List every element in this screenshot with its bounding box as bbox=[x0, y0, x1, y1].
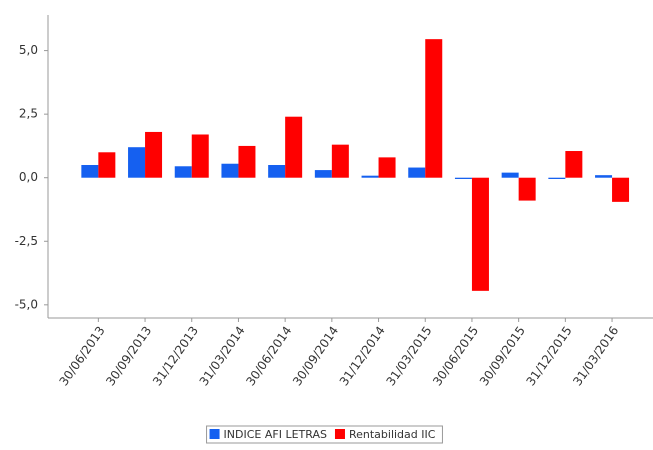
bar bbox=[471, 177, 489, 291]
x-tick-label: 31/03/2014 bbox=[197, 324, 248, 389]
bar bbox=[612, 177, 630, 202]
y-tick-label: 2,5 bbox=[19, 107, 38, 121]
bar bbox=[565, 151, 583, 178]
bar bbox=[408, 167, 426, 178]
bar bbox=[331, 144, 349, 178]
bar bbox=[548, 177, 566, 179]
y-tick-label: 0,0 bbox=[19, 170, 38, 184]
x-tick-label: 30/06/2013 bbox=[57, 324, 108, 389]
x-tick-label: 31/03/2015 bbox=[383, 324, 434, 389]
bar bbox=[174, 166, 192, 178]
bar bbox=[98, 152, 116, 178]
bar bbox=[425, 39, 443, 178]
bar bbox=[285, 116, 303, 178]
x-tick-label: 30/09/2015 bbox=[477, 324, 528, 389]
bar bbox=[595, 175, 613, 178]
bar bbox=[81, 165, 99, 178]
bar bbox=[221, 163, 239, 178]
bar bbox=[454, 177, 472, 179]
bar bbox=[501, 172, 519, 178]
x-tick-label: 31/12/2013 bbox=[150, 324, 201, 389]
bar bbox=[238, 145, 256, 178]
x-tick-label: 30/06/2015 bbox=[430, 324, 481, 389]
x-tick-label: 31/03/2016 bbox=[570, 324, 621, 389]
legend-label: INDICE AFI LETRAS bbox=[224, 428, 327, 441]
bar bbox=[145, 131, 163, 178]
bar bbox=[378, 157, 396, 178]
x-tick-label: 31/12/2015 bbox=[524, 324, 575, 389]
bar bbox=[518, 177, 536, 201]
bar bbox=[268, 165, 286, 178]
legend-swatch bbox=[334, 429, 345, 439]
x-tick-label: 30/09/2013 bbox=[103, 324, 154, 389]
legend-label: Rentabilidad IIC bbox=[349, 428, 436, 441]
legend-box bbox=[206, 425, 443, 444]
x-tick-label: 30/09/2014 bbox=[290, 324, 341, 389]
y-tick-label: 5,0 bbox=[19, 43, 38, 57]
legend-swatch bbox=[209, 429, 220, 439]
bar bbox=[128, 147, 146, 178]
y-tick-label: -5,0 bbox=[15, 297, 38, 311]
x-tick-label: 30/06/2014 bbox=[243, 324, 294, 389]
bar bbox=[191, 134, 209, 178]
y-tick-label: -2,5 bbox=[15, 234, 38, 248]
bar bbox=[361, 175, 379, 178]
x-tick-label: 31/12/2014 bbox=[337, 324, 388, 389]
bar bbox=[314, 170, 332, 178]
